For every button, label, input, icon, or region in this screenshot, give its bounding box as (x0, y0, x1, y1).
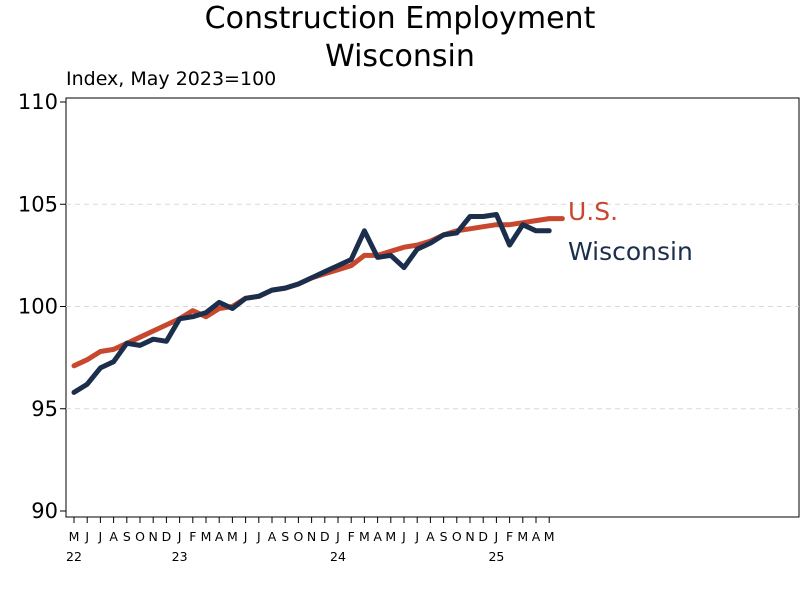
x-tick-label: J (243, 529, 248, 544)
x-tick-label: O (452, 529, 462, 544)
x-tick-label: A (532, 529, 541, 544)
x-tick-label: N (465, 529, 474, 544)
x-tick-label: F (189, 529, 196, 544)
x-tick-label: A (373, 529, 382, 544)
y-axis-label: Index, May 2023=100 (66, 68, 277, 90)
x-tick-label: M (544, 529, 555, 544)
x-tick-label: S (440, 529, 448, 544)
x-tick-label: O (135, 529, 145, 544)
series-labels: U.S. Wisconsin (568, 197, 693, 266)
x-tick-label: S (281, 529, 289, 544)
x-tick-label: J (335, 529, 340, 544)
x-tick-label: M (227, 529, 238, 544)
series-line-wisconsin (71, 212, 552, 395)
x-tick-label: N (149, 529, 158, 544)
series-label-us: U.S. (568, 197, 618, 226)
x-year-label: 22 (66, 549, 82, 564)
x-tick-label: A (215, 529, 224, 544)
x-tick-label: M (201, 529, 212, 544)
chart-title: Construction Employment (204, 1, 596, 36)
plot-frame (65, 97, 800, 518)
x-tick-label: M (385, 529, 396, 544)
y-axis: 90 95 100 105 110 (18, 90, 66, 523)
chart-subtitle: Wisconsin (325, 39, 475, 74)
series-label-wisconsin: Wisconsin (568, 237, 693, 266)
y-tick-label: 105 (18, 192, 58, 216)
x-year-label: 23 (172, 549, 188, 564)
y-tick-label: 90 (31, 499, 58, 523)
x-year-label: 25 (488, 549, 504, 564)
x-tick-label: O (293, 529, 303, 544)
x-tick-label: J (98, 529, 103, 544)
x-tick-label: M (359, 529, 370, 544)
x-tick-label: A (426, 529, 435, 544)
x-tick-label: D (320, 529, 330, 544)
x-tick-label: F (348, 529, 355, 544)
x-tick-label: M (517, 529, 528, 544)
x-tick-label: M (69, 529, 80, 544)
x-tick-label: J (414, 529, 419, 544)
x-year-label: 24 (330, 549, 346, 564)
x-tick-label: D (478, 529, 488, 544)
y-tick-label: 110 (18, 90, 58, 114)
x-axis: M J J A S O N D J F M A M J J A S O N D J F M A M J J A S O N D J F M A M22 2… (66, 517, 555, 564)
x-tick-label: D (162, 529, 172, 544)
y-tick-label: 100 (18, 295, 58, 319)
x-tick-label: J (401, 529, 406, 544)
x-tick-label: J (84, 529, 89, 544)
x-tick-label: J (494, 529, 499, 544)
series-lines (71, 212, 565, 395)
x-tick-label: F (506, 529, 513, 544)
x-tick-label: J (177, 529, 182, 544)
x-tick-label: J (256, 529, 261, 544)
y-tick-label: 95 (31, 397, 58, 421)
x-tick-label: A (109, 529, 118, 544)
x-tick-label: N (307, 529, 316, 544)
gridlines (66, 203, 799, 410)
x-tick-label: S (123, 529, 131, 544)
x-tick-label: A (268, 529, 277, 544)
